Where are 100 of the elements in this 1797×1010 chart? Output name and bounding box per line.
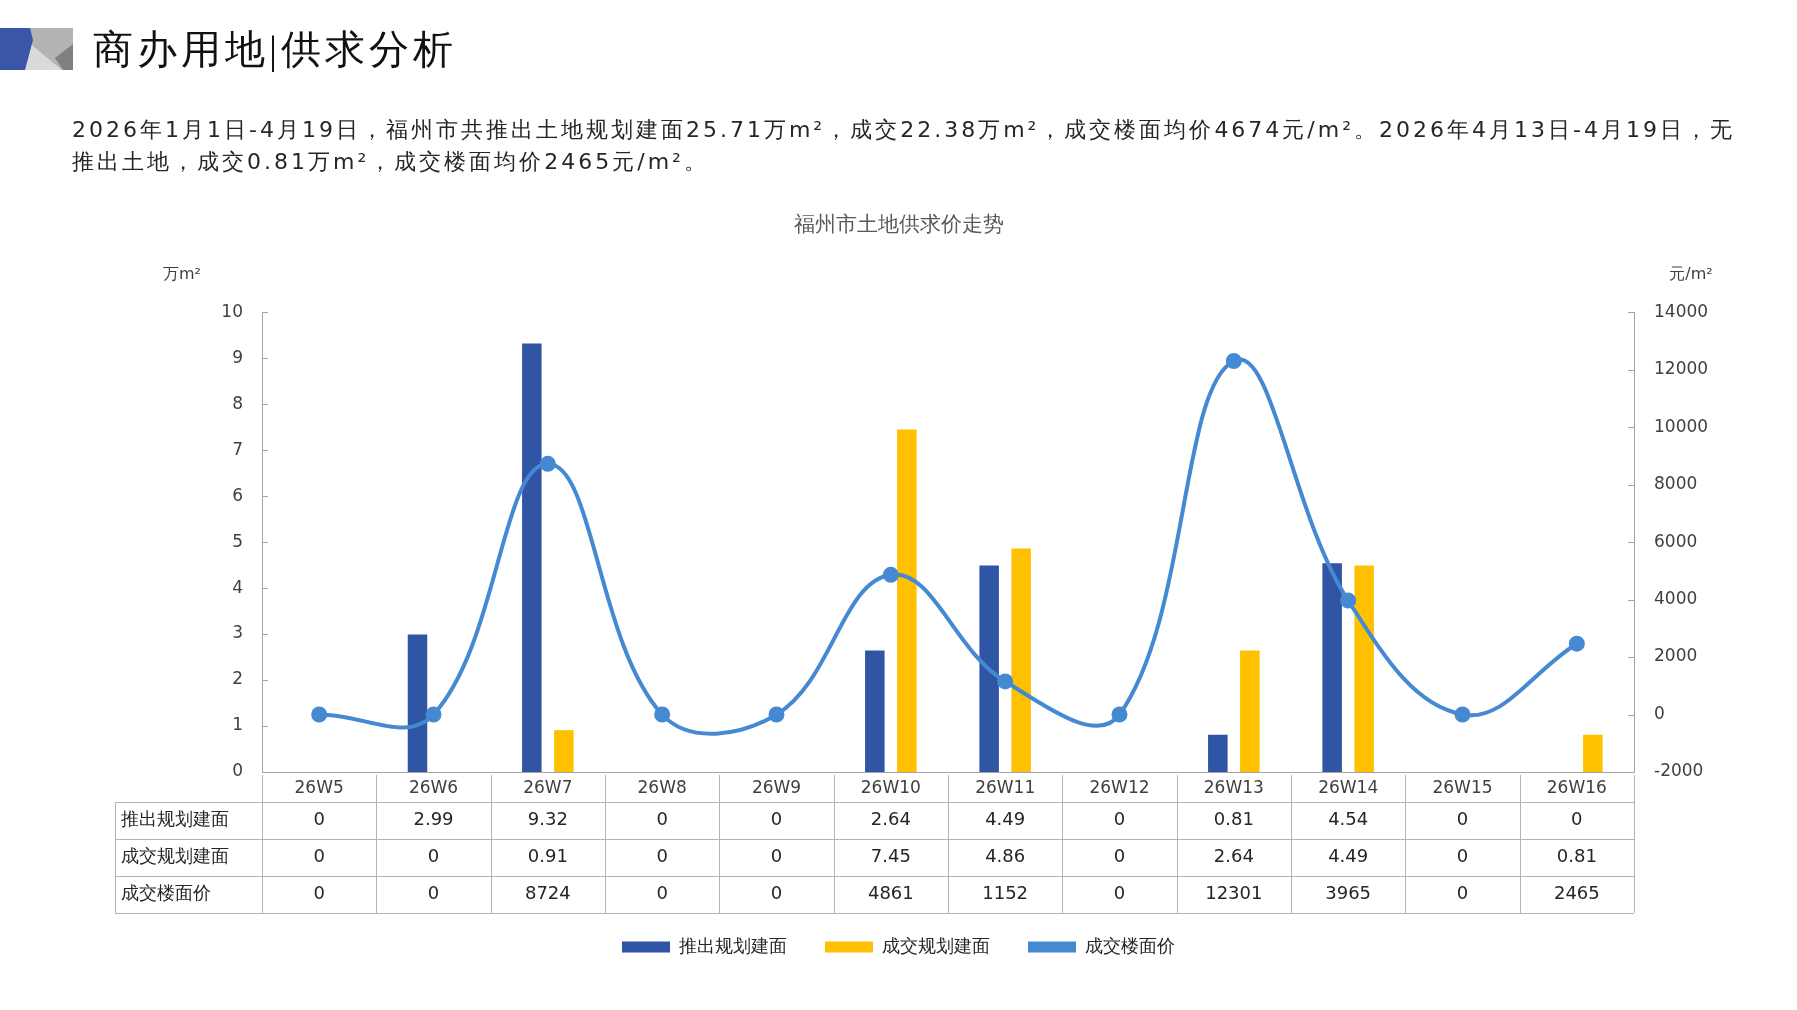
x-tick-label: 26W7: [523, 776, 573, 797]
bar: [1322, 563, 1342, 772]
x-tick-label: 26W16: [1546, 776, 1607, 797]
y2-tick-label: 4000: [1654, 588, 1698, 608]
text: 商办用地|供求分析: [93, 26, 458, 74]
bar: [897, 429, 917, 772]
data-label: 0: [770, 808, 783, 830]
point: [1568, 635, 1585, 652]
legend-label: 推出规划建面: [679, 935, 787, 956]
point: [1454, 706, 1471, 723]
data-label: 0: [656, 882, 668, 904]
bar: [1011, 548, 1031, 772]
data-label: 4.86: [985, 845, 1026, 867]
data-label: 0: [1113, 808, 1126, 830]
text: 2026年1月1日-4月19日，福州市共推出土地规划建面25.71万m²，成交22.38万m²，成交楼面均价4674元/m²。2026年4月13日-4月19日，无推出土地，成交0.81万m²，成交楼面均价2465元/m²。: [72, 116, 1736, 176]
y2-tick-label: 6000: [1654, 530, 1698, 551]
data-label: 0: [1456, 808, 1469, 830]
y-tick-label: 2: [232, 668, 243, 689]
data-label: 0: [770, 882, 783, 904]
x-tick-label: 26W13: [1203, 776, 1264, 797]
data-label: 2.99: [413, 808, 454, 830]
data-label: 0: [427, 882, 440, 904]
data-label: 0: [770, 845, 783, 867]
point: [768, 706, 785, 723]
data-label: 0: [1456, 882, 1469, 904]
point: [882, 566, 899, 583]
y-tick-label: 9: [232, 346, 243, 367]
data-label: 7.45: [870, 845, 911, 867]
y-axis-title: 万m²: [163, 264, 201, 284]
y2-tick-label: 12000: [1654, 358, 1709, 379]
data-label: 0: [1456, 845, 1469, 867]
y2-tick-label: 2000: [1654, 645, 1698, 666]
data-label: 4.54: [1328, 808, 1369, 830]
bar: [407, 634, 428, 772]
point: [1340, 592, 1357, 609]
y-tick-label: 3: [232, 622, 243, 643]
data-label: 0: [313, 845, 325, 867]
data-label: 0: [313, 882, 325, 904]
x-tick-label: 26W10: [860, 776, 921, 797]
data-label: 4.49: [985, 808, 1026, 830]
x-tick-label: 26W5: [294, 776, 344, 797]
y-tick-label: 6: [232, 484, 243, 505]
y2-tick-label: 14000: [1654, 300, 1709, 321]
bar: [1240, 650, 1260, 772]
legend-label: 成交楼面价: [1085, 935, 1175, 956]
bar: [1583, 734, 1603, 772]
y-tick-label: 1: [232, 714, 243, 735]
x-tick-label: 26W9: [751, 776, 802, 797]
y2-axis-title: 元/m²: [1669, 264, 1713, 284]
y2-tick-label: -2000: [1654, 760, 1704, 781]
bar: [1208, 734, 1228, 772]
y-tick-label: 8: [232, 392, 243, 413]
point: [311, 706, 328, 723]
text: 推出规划建面: [121, 809, 229, 830]
y-tick-label: 0: [232, 760, 243, 781]
point: [654, 706, 671, 723]
text: 成交楼面价: [121, 883, 211, 904]
y2-tick-label: 10000: [1654, 415, 1709, 436]
point: [1111, 706, 1128, 723]
y-tick-label: 10: [221, 300, 243, 321]
data-label: 4.49: [1328, 845, 1369, 867]
y2-tick-label: 0: [1654, 702, 1665, 723]
data-label: 0: [1571, 808, 1583, 830]
data-label: 0: [1113, 882, 1126, 904]
data-label: 0: [656, 845, 668, 867]
point: [539, 455, 556, 472]
x-tick-label: 26W14: [1318, 776, 1379, 797]
bar: [1354, 565, 1374, 772]
x-tick-label: 26W15: [1432, 776, 1493, 797]
x-tick-label: 26W11: [975, 776, 1036, 797]
chart-title: 福州市土地供求价走势: [793, 212, 1004, 237]
point: [997, 673, 1014, 690]
x-tick-label: 26W8: [637, 776, 687, 797]
data-label: 0.81: [1213, 808, 1254, 830]
legend-label: 成交规划建面: [882, 935, 990, 956]
data-label: 1152: [982, 882, 1029, 904]
point: [1225, 353, 1242, 370]
y-tick-label: 7: [232, 438, 243, 459]
data-label: 0: [1113, 845, 1126, 867]
data-label: 2465: [1553, 882, 1600, 904]
text: 成交规划建面: [121, 846, 229, 867]
data-label: 9.32: [527, 808, 568, 830]
data-label: 0.91: [527, 845, 568, 867]
data-label: 4861: [867, 882, 914, 904]
data-label: 3965: [1325, 882, 1372, 904]
y2-tick-label: 8000: [1654, 473, 1698, 494]
data-label: 0.81: [1556, 845, 1597, 867]
bar: [865, 650, 885, 772]
x-tick-label: 26W6: [408, 776, 459, 797]
data-label: 0: [313, 808, 325, 830]
y-tick-label: 4: [232, 576, 243, 597]
y-tick-label: 5: [232, 530, 243, 551]
point: [425, 706, 442, 723]
data-label: 2.64: [1213, 845, 1254, 867]
bar: [979, 565, 999, 772]
bar: [554, 730, 574, 772]
data-label: 8724: [524, 882, 571, 904]
data-label: 0: [427, 845, 440, 867]
data-label: 0: [656, 808, 668, 830]
data-label: 2.64: [870, 808, 911, 830]
